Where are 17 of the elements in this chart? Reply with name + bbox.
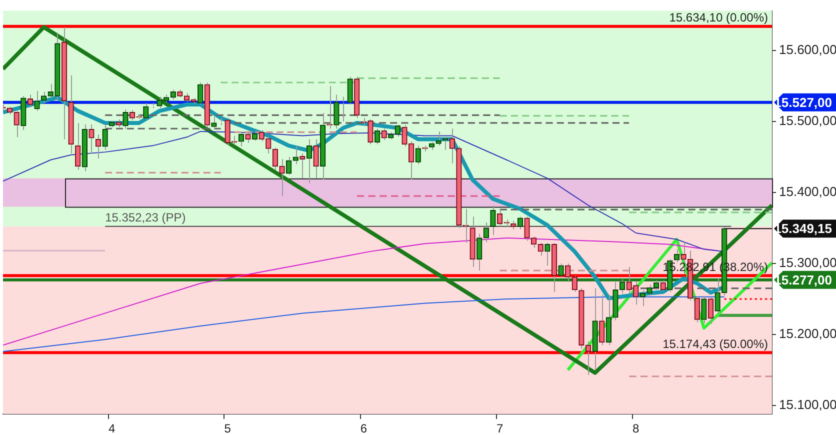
x-tick-label: 8 [632, 422, 640, 435]
y-tick-label: 15.500,00 [779, 113, 836, 128]
ref-line-label: 15.277,00 [774, 272, 832, 288]
y-tick-label: 15.200,00 [779, 326, 836, 342]
x-tick-label: 4 [108, 422, 116, 435]
y-tick-label: 15.300,00 [779, 255, 836, 270]
y-tick-label: 15.100,00 [779, 397, 836, 412]
ref-line-label: 15.174,43 (50.00%) [662, 336, 768, 351]
x-tick-label: 7 [496, 422, 504, 435]
x-tick-label: 5 [224, 422, 232, 435]
ref-line-label: 15.634,10 (0.00%) [669, 10, 768, 25]
ref-line-label: 15.349,15 [774, 221, 832, 236]
y-tick-label: 15.400,00 [779, 184, 836, 200]
series-label: 15.352,23 (PP) [105, 210, 186, 225]
x-tick-label: 6 [360, 422, 368, 435]
ref-line-label: 15.527,00 [774, 94, 832, 110]
y-tick-label: 15.600,00 [779, 42, 836, 58]
